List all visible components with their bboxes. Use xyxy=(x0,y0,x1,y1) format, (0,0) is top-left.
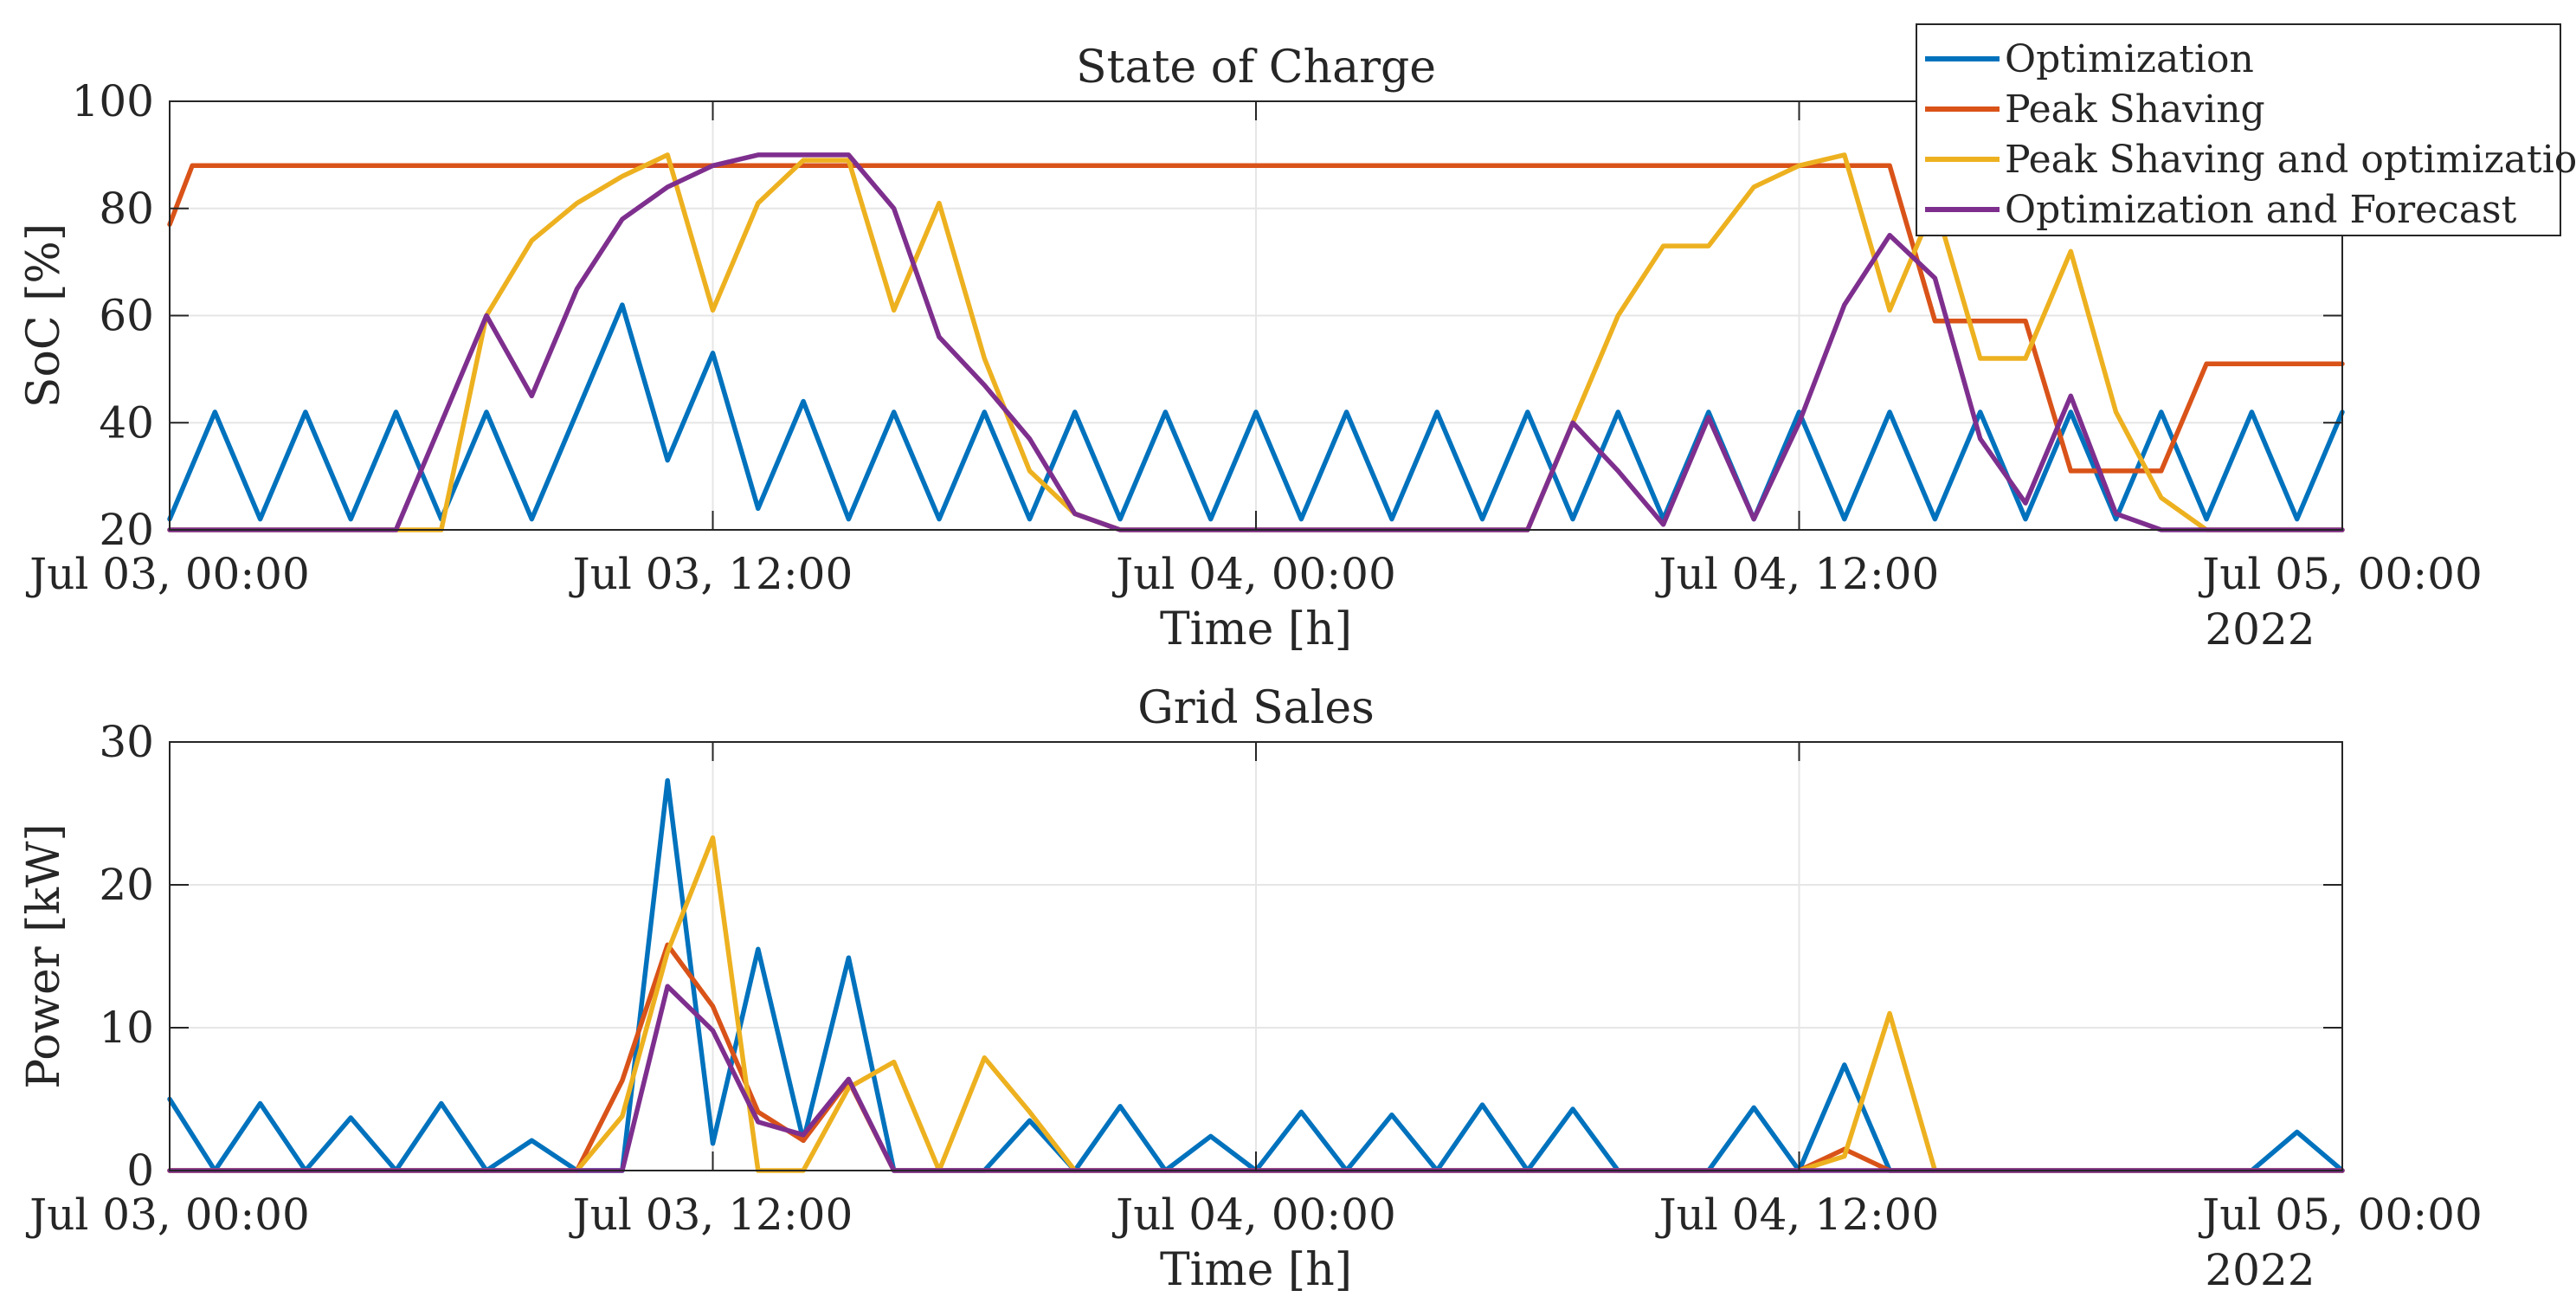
x-tick-label: Jul 05, 00:00 xyxy=(2198,1190,2483,1240)
x-tick-label: Jul 04, 00:00 xyxy=(1111,549,1396,599)
y-tick-label: 0 xyxy=(126,1145,154,1196)
y-tick-label: 100 xyxy=(72,76,154,126)
x-tick-label: Jul 03, 00:00 xyxy=(25,549,310,599)
legend-box xyxy=(1916,23,2561,236)
y-tick-label: 40 xyxy=(99,397,154,448)
x-tick-label: Jul 04, 12:00 xyxy=(1655,1190,1940,1240)
y-tick-label: 60 xyxy=(99,291,154,341)
x-tick-label: Jul 03, 12:00 xyxy=(569,549,853,599)
legend-label: Optimization and Forecast xyxy=(2005,188,2517,232)
y-tick-label: 10 xyxy=(99,1003,154,1053)
y-tick-label: 80 xyxy=(99,184,154,234)
legend-label: Optimization xyxy=(2005,37,2254,81)
y-tick-label: 30 xyxy=(99,717,154,767)
chart-title: Grid Sales xyxy=(1137,682,1375,734)
x-year-label: 2022 xyxy=(2205,1245,2315,1295)
x-year-label: 2022 xyxy=(2205,604,2315,655)
y-axis-label: Power [kW] xyxy=(18,823,70,1088)
chart-title: State of Charge xyxy=(1076,42,1436,94)
series-line-peak-shaving xyxy=(167,163,2345,474)
legend: Optimization Peak Shaving Peak Shaving and… xyxy=(1916,23,2576,236)
x-tick-label: Jul 04, 12:00 xyxy=(1655,549,1940,599)
legend-label: Peak Shaving and optimization xyxy=(2005,138,2576,182)
x-tick-label: Jul 05, 00:00 xyxy=(2198,549,2483,599)
y-axis-label: SoC [%] xyxy=(18,223,70,408)
chart-1: Jul 03, 00:00 Jul 03, 12:00 Jul 04, 00:00 J… xyxy=(18,682,2483,1296)
y-tick-label: 20 xyxy=(99,505,154,555)
x-tick-label: Jul 04, 00:00 xyxy=(1111,1190,1396,1240)
legend-label: Peak Shaving xyxy=(2005,87,2265,132)
y-tick-label: 20 xyxy=(99,860,154,910)
x-tick-label: Jul 03, 12:00 xyxy=(569,1190,853,1240)
x-tick-label: Jul 03, 00:00 xyxy=(25,1190,310,1240)
x-axis-label: Time [h] xyxy=(1160,603,1352,655)
x-axis-label: Time [h] xyxy=(1160,1244,1352,1296)
series-line-optimization xyxy=(167,302,2345,522)
